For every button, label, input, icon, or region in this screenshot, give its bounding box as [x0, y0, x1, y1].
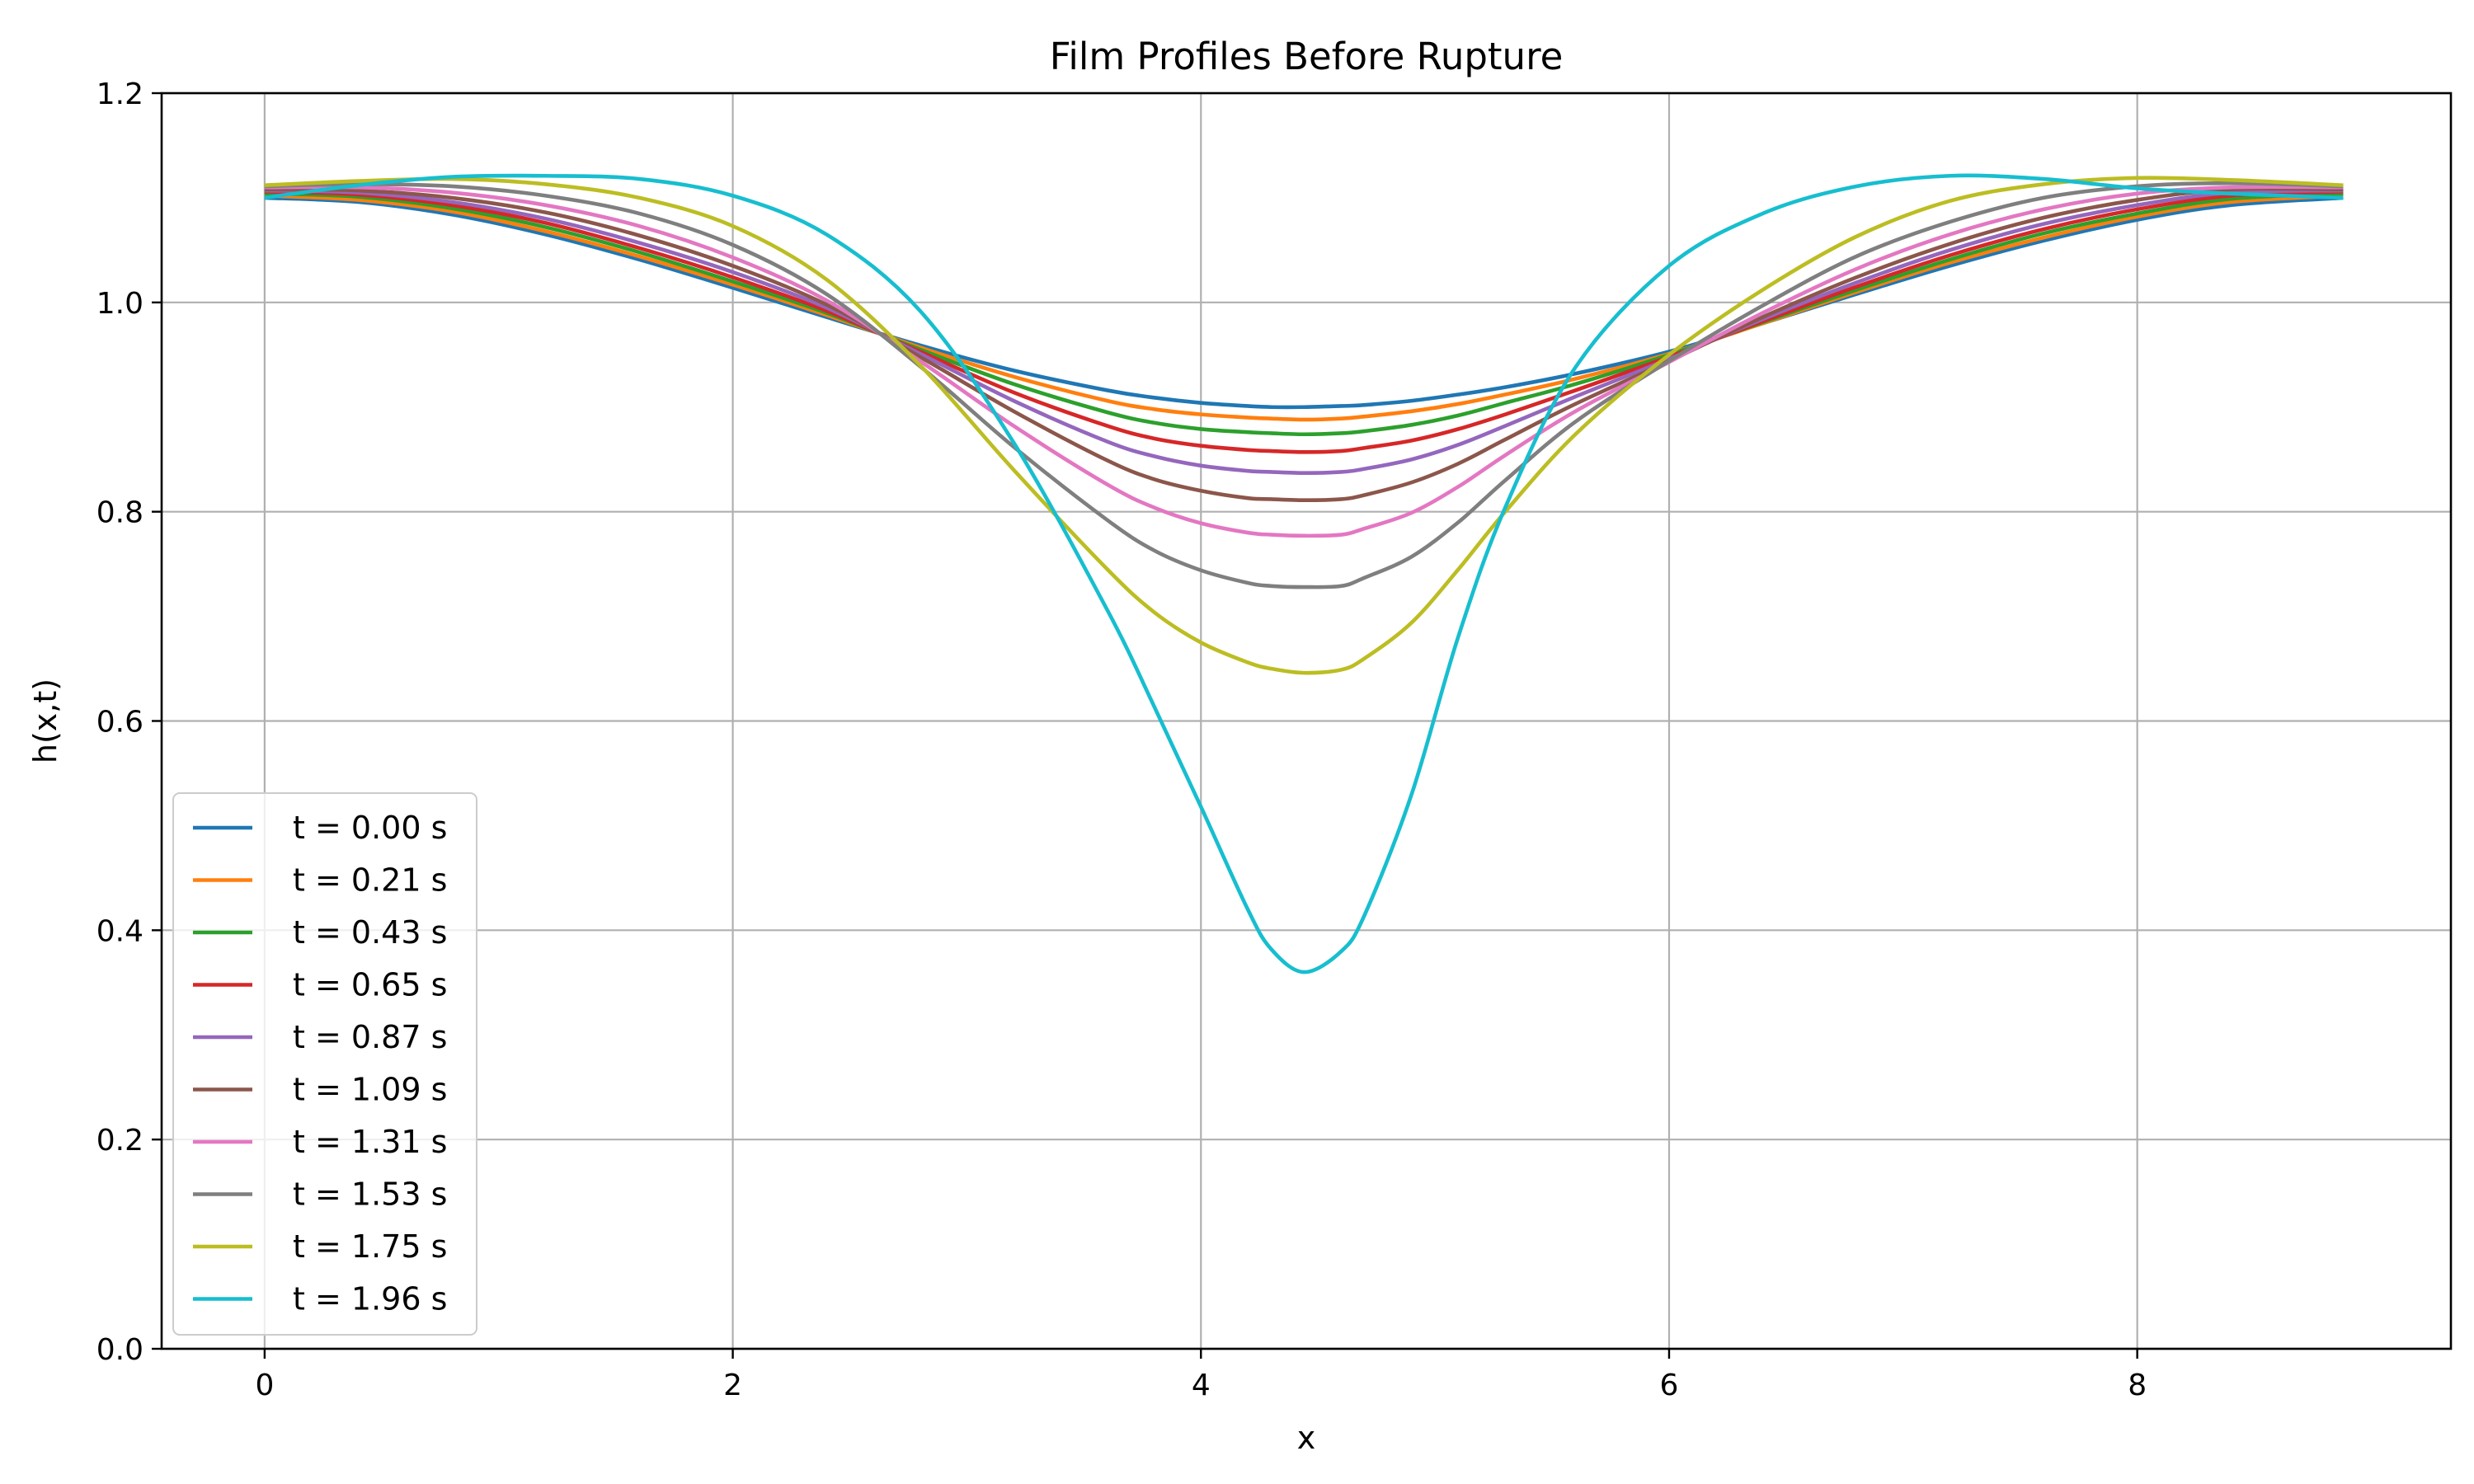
y-tick-label: 0.4 — [96, 914, 143, 948]
y-tick-label: 1.2 — [96, 77, 143, 111]
y-tick-label: 0.2 — [96, 1124, 143, 1158]
legend-label: t = 1.31 s — [293, 1124, 447, 1160]
x-tick-label: 4 — [1192, 1369, 1211, 1402]
legend-box — [172, 792, 477, 1336]
chart-title: Film Profiles Before Rupture — [1050, 35, 1564, 78]
series-lines — [264, 173, 2344, 974]
legend-label: t = 1.96 s — [293, 1281, 447, 1317]
y-axis-title: h(x,t) — [27, 679, 63, 763]
legend-label: t = 1.09 s — [293, 1072, 447, 1108]
legend-label: t = 1.53 s — [293, 1176, 447, 1213]
x-axis-title: x — [1297, 1420, 1316, 1456]
series-line-0 — [264, 195, 2344, 410]
y-tick-label: 0.0 — [96, 1333, 143, 1367]
legend: t = 0.00 s t = 0.21 s t = 0.43 s t = 0.65 s… — [172, 792, 477, 1336]
legend-label: t = 0.21 s — [293, 862, 447, 899]
series-line-4 — [264, 188, 2344, 476]
series-line-2 — [264, 191, 2344, 437]
grid-lines — [162, 92, 2451, 1350]
legend-label: t = 0.65 s — [293, 967, 447, 1003]
legend-label: t = 0.00 s — [293, 810, 447, 846]
series-line-8 — [264, 176, 2344, 675]
axis-ticks: 0 2 4 6 8 0.0 0.2 0.4 0.6 0.8 1.0 1.2 — [96, 77, 2147, 1402]
series-line-3 — [264, 190, 2344, 454]
x-tick-label: 6 — [1660, 1369, 1679, 1402]
x-tick-label: 8 — [2128, 1369, 2147, 1402]
y-tick-label: 0.6 — [96, 706, 143, 740]
x-tick-label: 2 — [723, 1369, 742, 1402]
series-line-1 — [264, 194, 2344, 422]
series-line-7 — [264, 181, 2344, 589]
legend-label: t = 0.87 s — [293, 1019, 447, 1055]
series-line-6 — [264, 185, 2344, 538]
legend-label: t = 0.43 s — [293, 914, 447, 951]
series-line-5 — [264, 186, 2344, 503]
x-tick-label: 0 — [255, 1369, 274, 1402]
legend-label: t = 1.75 s — [293, 1228, 447, 1265]
y-tick-label: 0.8 — [96, 496, 143, 530]
series-line-9 — [264, 173, 2344, 974]
y-tick-label: 1.0 — [96, 287, 143, 321]
